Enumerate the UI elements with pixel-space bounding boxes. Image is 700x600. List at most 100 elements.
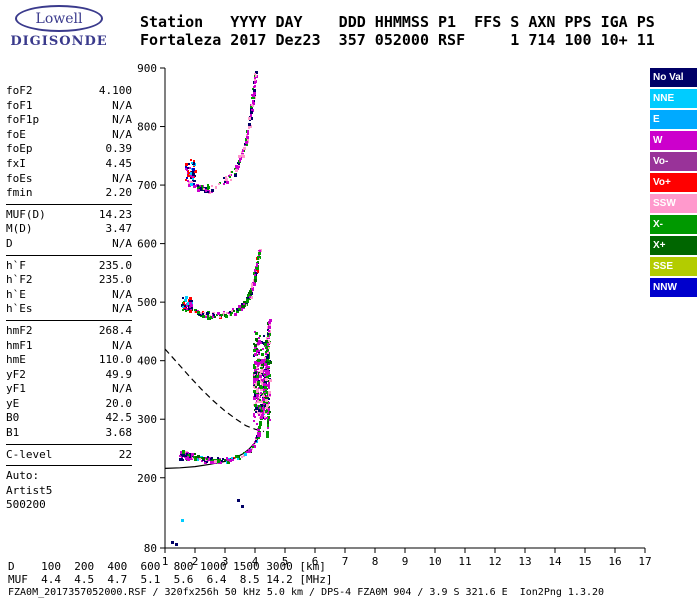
param-row-fxi: fxI 4.45: [6, 157, 132, 172]
echo-point: [211, 185, 213, 187]
lowell-digisonde-logo: Lowell DIGISONDE: [8, 5, 110, 49]
echo-point: [262, 360, 265, 363]
param-label: h`F: [6, 258, 26, 272]
y-tick-label: 500: [137, 296, 157, 309]
echo-point: [194, 180, 196, 182]
echo-point: [255, 338, 258, 341]
echo-point: [190, 457, 193, 460]
x-tick-label: 9: [402, 555, 409, 568]
echo-point: [237, 457, 240, 460]
echo-point: [204, 461, 207, 464]
param-row-he: h`E N/A: [6, 288, 132, 303]
param-row-hf2: h`F2 235.0: [6, 273, 132, 288]
doppler-direction-legend: No Val NNE E W Vo- Vo+ SSW X- X+ SSE NNW: [650, 68, 697, 299]
echo-point: [249, 449, 252, 452]
echo-point: [206, 315, 209, 318]
echo-point: [267, 349, 269, 351]
echo-point: [226, 457, 228, 459]
echo-point: [238, 163, 240, 165]
param-row-hes: h`Es N/A: [6, 302, 132, 317]
echo-point: [185, 457, 188, 460]
echo-point: [257, 383, 260, 386]
echo-point: [266, 343, 269, 346]
echo-point: [261, 363, 264, 366]
echo-point: [254, 77, 256, 79]
param-label: MUF(D): [6, 207, 46, 221]
echo-point: [252, 100, 254, 102]
param-label: hmF2: [6, 323, 33, 337]
echo-point: [247, 294, 250, 297]
echo-point: [268, 366, 270, 368]
param-row-foe: foE N/A: [6, 128, 132, 143]
param-row-fof1: foF1 N/A: [6, 99, 132, 114]
param-row-hf: h`F 235.0: [6, 259, 132, 274]
echo-point: [229, 176, 231, 178]
echo-point: [192, 173, 195, 176]
echo-point: [251, 286, 253, 288]
echo-point: [263, 378, 265, 380]
param-row-fof1p: foF1p N/A: [6, 113, 132, 128]
echo-point: [256, 375, 259, 378]
x-tick-label: 15: [578, 555, 591, 568]
param-label: fmin: [6, 186, 33, 200]
legend-label: X+: [653, 240, 666, 251]
echo-point: [264, 386, 267, 389]
file-info-row: FZA0M_2017357052000.RSF / 320fx256h 50 k…: [8, 587, 605, 598]
x-tick-label: 14: [548, 555, 562, 568]
echo-point: [264, 376, 267, 379]
echo-point: [241, 303, 243, 305]
echo-point: [254, 369, 257, 372]
legend-item-no-val: No Val: [650, 68, 697, 87]
legend-label: Vo+: [653, 177, 671, 188]
ionogram-plot: 80 200 300 400 500 600 700 800 900 1 2 3 4 5 6 7 8 9 10 11 1…: [125, 60, 673, 568]
echo-point: [229, 311, 231, 313]
param-value: 14.23: [98, 207, 132, 221]
echo-point: [253, 378, 256, 381]
echo-point: [266, 404, 269, 407]
echo-point: [258, 256, 261, 259]
echo-point: [262, 394, 265, 397]
echo-point: [265, 399, 268, 402]
param-value: N/A: [112, 127, 132, 141]
echo-point: [267, 352, 269, 354]
echo-point: [240, 305, 243, 308]
param-row-fmin: fmin 2.20: [6, 186, 132, 201]
x-tick-label: 6: [312, 555, 319, 568]
echo-point: [180, 451, 183, 454]
echo-point: [231, 312, 233, 314]
echo-point: [202, 457, 205, 460]
echo-point: [248, 117, 251, 120]
echo-point: [215, 187, 217, 189]
echo-point: [257, 378, 259, 380]
echo-point: [190, 175, 192, 177]
echo-point: [189, 310, 192, 313]
echo-point: [253, 92, 256, 95]
echo-point: [260, 388, 263, 391]
param-label: yF2: [6, 367, 26, 381]
echo-point: [260, 349, 262, 351]
echo-point: [247, 132, 249, 134]
echo-point: [244, 453, 247, 456]
echo-point: [253, 415, 255, 417]
echo-point: [256, 350, 259, 353]
echo-point: [191, 171, 194, 174]
echo-point: [181, 519, 184, 522]
echo-point: [243, 303, 245, 305]
echo-point: [256, 394, 259, 397]
param-footer-text: Artist5: [6, 483, 53, 497]
echo-point: [268, 330, 270, 332]
echo-point: [253, 397, 256, 400]
echo-point: [197, 455, 200, 458]
param-value: 0.39: [105, 142, 133, 156]
echo-point: [242, 150, 244, 152]
param-footer-text: 500200: [6, 498, 46, 512]
echo-point: [257, 411, 260, 414]
echo-point: [236, 310, 239, 313]
echo-point: [254, 404, 257, 407]
echo-point: [255, 272, 257, 274]
echo-point: [267, 416, 270, 419]
echo-point: [194, 170, 197, 173]
param-label: foEp: [6, 142, 33, 156]
echo-point: [264, 375, 266, 377]
